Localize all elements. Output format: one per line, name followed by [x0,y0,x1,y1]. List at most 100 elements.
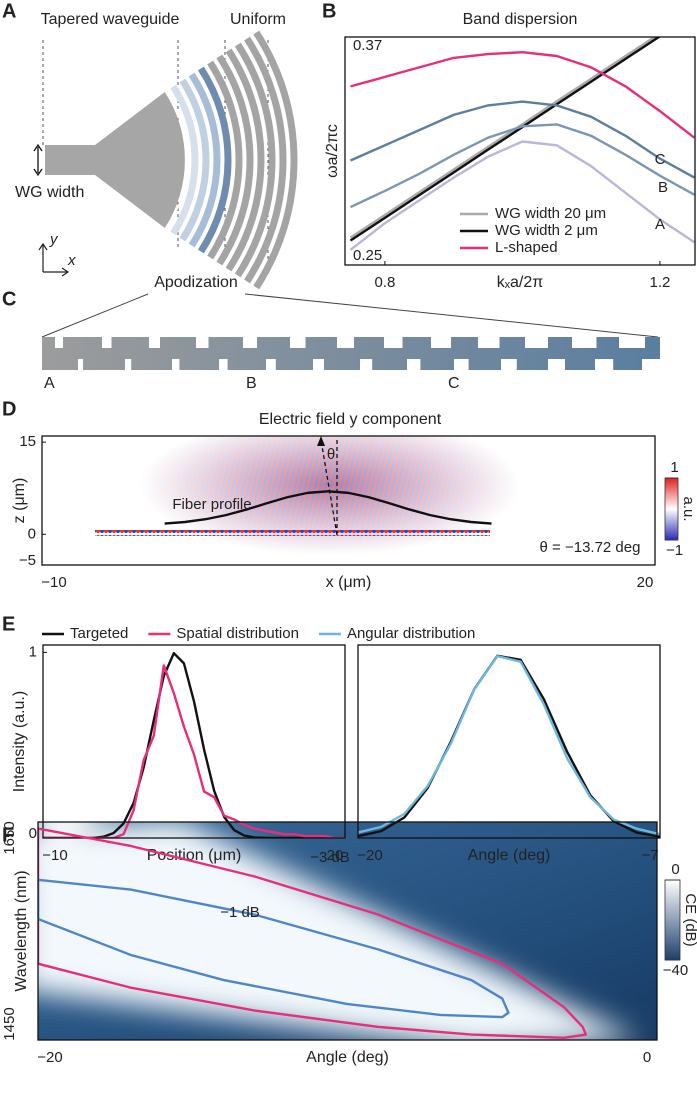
panel-label: B [322,0,336,22]
x-tick-label: −10 [42,847,67,864]
plot-area [38,827,588,1040]
y-axis-label: Intensity (a.u.) [11,691,28,792]
ce-map [38,822,657,1040]
ce-band [38,822,640,1040]
angle-arrow [317,436,325,446]
series-line [358,654,660,836]
series-label: C [655,151,666,168]
width-label: WG width [15,184,84,201]
y-axis-label: ωa/2πc [324,124,341,178]
notch [548,359,565,371]
colorbar-tick-label: −1 [666,542,683,559]
y-tick-label: 0 [29,825,37,842]
notch [243,336,257,348]
apodization-label: Apodization [154,274,238,291]
x-tick-label: 20 [637,574,654,591]
x-tick-label: −10 [41,574,66,591]
series-line [350,100,695,179]
notch [149,336,160,348]
plot-area [349,37,695,251]
notch [572,336,597,348]
colorbar [664,879,681,961]
series-line [358,654,660,838]
notch [407,359,421,371]
grating-arc [179,78,210,242]
x-axis-label: Angle (deg) [306,1049,389,1066]
y-axis-label: z (μm) [11,478,28,524]
grating-arc [225,48,265,272]
notch [454,359,469,371]
axis-label: x [67,252,76,269]
x-tick-label: 1.2 [650,274,671,291]
y-tick-label: 15 [19,433,36,450]
panel-label: E [2,613,15,635]
plot-frame [344,36,696,266]
notch [337,336,354,348]
notch [501,359,517,371]
y-axis-label: Wavelength (nm) [13,870,30,991]
grating-arc [197,66,232,254]
notch [384,336,403,348]
x-tick-label: −20 [357,847,382,864]
colorbar-label: a.u. [680,496,697,521]
panel-labels: A B C D E F [2,0,336,846]
grating-marker: A [44,375,55,392]
notch [172,359,180,371]
notch [196,336,209,348]
plot-area [358,654,660,838]
grating-arc [253,30,298,290]
axes-icon [38,242,70,277]
grating-arc [207,60,243,260]
colorbar-tick-label: 1 [670,459,678,476]
colorbar-label: CE (dB) [682,893,697,946]
plot-frame [357,644,661,839]
section-label: Uniform [230,11,286,28]
notch [619,336,645,348]
taper [45,92,185,228]
y-tick-label: 0.37 [353,37,382,54]
taper-edge [165,90,188,230]
x-tick-label: 20 [327,847,344,864]
colorbar [664,477,679,541]
series-line [349,140,695,251]
zoom-lines [41,293,659,338]
x-axis-label: Position (μm) [147,847,242,864]
x-axis-label: Angle (deg) [468,847,551,864]
legend-label: Targeted [70,625,128,642]
legend-label: Spatial distribution [176,625,299,642]
panel-label: A [2,0,16,22]
grating-marker: C [448,375,460,392]
x-axis-label: x (μm) [326,574,372,591]
notch [290,336,306,348]
series-line [38,878,510,1019]
x-axis-label: kₓa/2π [497,274,544,291]
annotation: θ = −13.72 deg [540,539,641,556]
panel-label: C [2,288,16,310]
chart-title: Electric field y component [259,411,442,428]
series-line [43,651,345,838]
grating-arc [234,42,276,278]
series-label: B [658,179,668,196]
plot-frame [41,435,656,566]
plot-frame [42,644,346,839]
y-tick-label: 0.25 [353,247,382,264]
y-tick-label: 1 [29,643,37,660]
notch [78,359,83,371]
x-tick-label: −7 [641,847,658,864]
arrowheads [33,143,43,177]
annotation: θ [327,446,335,463]
grating-marker: B [246,375,257,392]
series-line [349,37,657,239]
colorbar-tick-label: −40 [663,962,688,979]
panel-label: F [2,824,14,846]
grating-arcs [170,30,298,290]
plot-frame [37,821,658,1041]
grating-arc [216,54,254,266]
notch [642,359,662,371]
x-tick-label: 0.8 [374,274,395,291]
x-tick-label: −20 [37,1049,62,1066]
plot-area [43,651,345,838]
y-tick-label: 1450 [1,1007,18,1040]
notch [266,359,276,371]
notch [595,359,614,371]
